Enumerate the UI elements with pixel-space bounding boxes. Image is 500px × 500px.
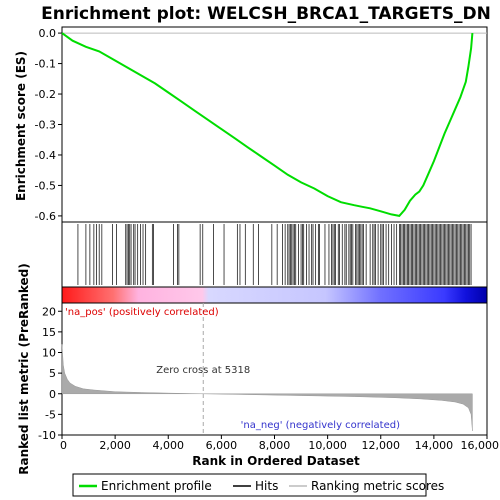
x-tick-label: 2,000 bbox=[99, 439, 131, 452]
legend: Enrichment profile Hits Ranking metric s… bbox=[72, 473, 444, 497]
x-tick-label: 4,000 bbox=[153, 439, 185, 452]
hits-panel bbox=[61, 221, 488, 288]
es-y-tick-label: -0.5 bbox=[35, 179, 56, 192]
legend-metric-label: Ranking metric scores bbox=[311, 479, 444, 493]
negative-correlation-label: 'na_neg' (negatively correlated) bbox=[241, 420, 400, 431]
rank-y-tick-label: 5 bbox=[49, 367, 56, 380]
chart-title: Enrichment plot: WELCSH_BRCA1_TARGETS_DN bbox=[41, 4, 491, 24]
rank-y-tick-label: 10 bbox=[42, 347, 56, 360]
rank-y-ticks: 20 15 10 5 0 -5 -10 bbox=[38, 305, 62, 442]
es-y-tick-label: -0.4 bbox=[35, 149, 56, 162]
es-y-tick-label: -0.3 bbox=[35, 119, 56, 132]
es-y-ticks: 0.0 -0.1 -0.2 -0.3 -0.4 -0.5 -0.6 bbox=[35, 27, 62, 223]
legend-hits-label: Hits bbox=[255, 479, 278, 493]
es-panel: 0.0 -0.1 -0.2 -0.3 -0.4 -0.5 -0.6 Enrichment s… bbox=[14, 26, 488, 223]
hits-panel-frame bbox=[61, 221, 488, 288]
x-tick-label: 6,000 bbox=[206, 439, 238, 452]
rank-y-tick-label: 15 bbox=[42, 326, 56, 339]
legend-enrichment-label: Enrichment profile bbox=[101, 479, 212, 493]
x-tick-label: 16,000 bbox=[461, 439, 500, 452]
x-tick-label: 8,000 bbox=[259, 439, 291, 452]
es-y-tick-label: 0.0 bbox=[39, 27, 57, 40]
enrichment-profile-line bbox=[61, 32, 474, 217]
rank-y-tick-label: -10 bbox=[38, 429, 56, 442]
es-y-tick-label: -0.6 bbox=[35, 210, 56, 223]
rank-y-tick-label: 0 bbox=[49, 388, 56, 401]
x-tick-label: 10,000 bbox=[308, 439, 347, 452]
x-axis-label: Rank in Ordered Dataset bbox=[192, 454, 360, 468]
es-y-tick-label: -0.2 bbox=[35, 88, 56, 101]
rank-y-axis-label: Ranked list metric (PreRanked) bbox=[17, 263, 31, 475]
es-y-tick-label: -0.1 bbox=[35, 58, 56, 71]
zero-cross-label: Zero cross at 5318 bbox=[156, 365, 250, 376]
ranking-metric-area bbox=[61, 344, 473, 431]
hit-lines bbox=[77, 224, 472, 285]
x-tick-label: 12,000 bbox=[362, 439, 401, 452]
x-axis-ticks: 0 2,000 4,000 6,000 8,000 10,000 12,000 14,000 1… bbox=[60, 435, 499, 452]
rank-y-tick-label: -5 bbox=[45, 408, 56, 421]
x-tick-label: 14,000 bbox=[415, 439, 454, 452]
positive-correlation-label: 'na_pos' (positively correlated) bbox=[65, 307, 219, 318]
legend-frame bbox=[72, 473, 427, 497]
es-y-axis-label: Enrichment score (ES) bbox=[14, 51, 28, 201]
rank-color-bar bbox=[61, 286, 488, 304]
rank-y-tick-label: 20 bbox=[42, 305, 56, 318]
rank-panel-frame bbox=[61, 302, 488, 436]
x-tick-label: 0 bbox=[60, 439, 67, 452]
es-panel-frame bbox=[61, 26, 488, 223]
rank-panel: 20 15 10 5 0 -5 -10 Zero cross at 5318 'na_pos… bbox=[17, 263, 488, 475]
